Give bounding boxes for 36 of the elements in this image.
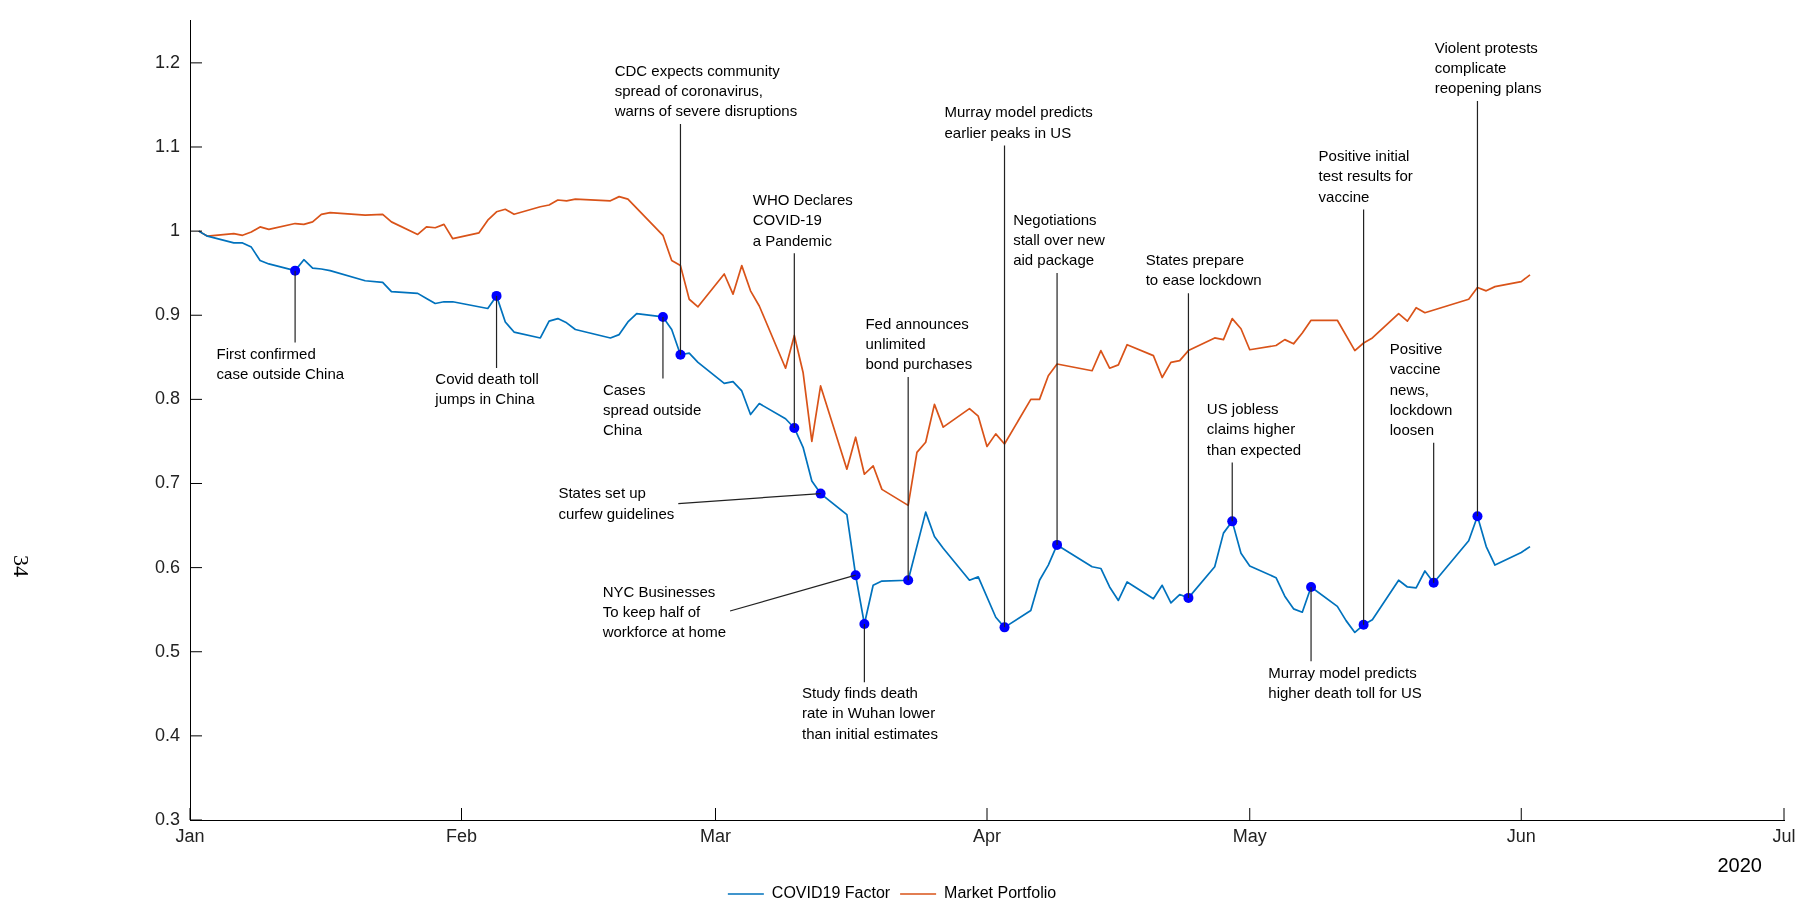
y-tick-label: 1.2 <box>154 51 180 72</box>
annotation: Covid death toll jumps in China <box>434 370 539 408</box>
x-tick-label: Jun <box>1506 825 1536 846</box>
y-tick-label: 0.8 <box>154 388 180 409</box>
x-tick-label: May <box>1232 825 1267 846</box>
y-tick-label: 0.4 <box>154 724 180 745</box>
y-tick-label: 1.1 <box>154 135 180 156</box>
annotation: US jobless claims higher than expected <box>1206 400 1302 458</box>
annotation: Study finds death rate in Wuhan lower than initial estimates <box>802 684 938 742</box>
annotation: WHO Declares COVID-19 a Pandemic <box>752 191 853 249</box>
annotation: Positive initial test results for vaccine <box>1318 147 1413 205</box>
annotation: Murray model predicts earlier peaks in US <box>944 103 1093 141</box>
y-tick-label: 0.9 <box>154 304 180 325</box>
annotation: Fed announces unlimited bond purchases <box>865 314 973 373</box>
annotation: Positive vaccine news, lockdown loosen <box>1389 340 1453 438</box>
y-tick-label: 0.6 <box>154 556 180 577</box>
x-tick-label: Jul <box>1772 825 1796 846</box>
annotation: First confirmed case outside China <box>216 344 345 382</box>
annotation: CDC expects community spread of coronavirus, warns of severe disruptions <box>613 61 798 120</box>
x-tick-label: Mar <box>699 825 731 846</box>
text: 2020 <box>1717 853 1762 876</box>
annotation: Negotiations stall over new aid package <box>1013 210 1106 269</box>
annotation: NYC Businesses To keep half of workforce at home <box>601 582 727 641</box>
y-tick-label: 0.7 <box>154 472 180 493</box>
annotation: Cases spread outside China <box>602 380 702 438</box>
annotation: Violent protests complicate reopening plans <box>1434 38 1542 97</box>
y-tick-label: 0.5 <box>154 640 180 661</box>
text: 34 <box>9 555 35 577</box>
x-tick-label: Apr <box>972 825 1002 846</box>
y-tick-label: 1 <box>169 220 180 241</box>
annotation: Murray model predicts higher death toll for US <box>1268 663 1422 701</box>
annotation: States set up curfew guidelines <box>558 484 675 522</box>
x-tick-label: Feb <box>445 825 478 846</box>
legend-label: COVID19 Factor <box>771 884 891 902</box>
legend-label: Market Portfolio <box>944 884 1057 902</box>
annotation: States prepare to ease lockdown <box>1145 251 1262 289</box>
